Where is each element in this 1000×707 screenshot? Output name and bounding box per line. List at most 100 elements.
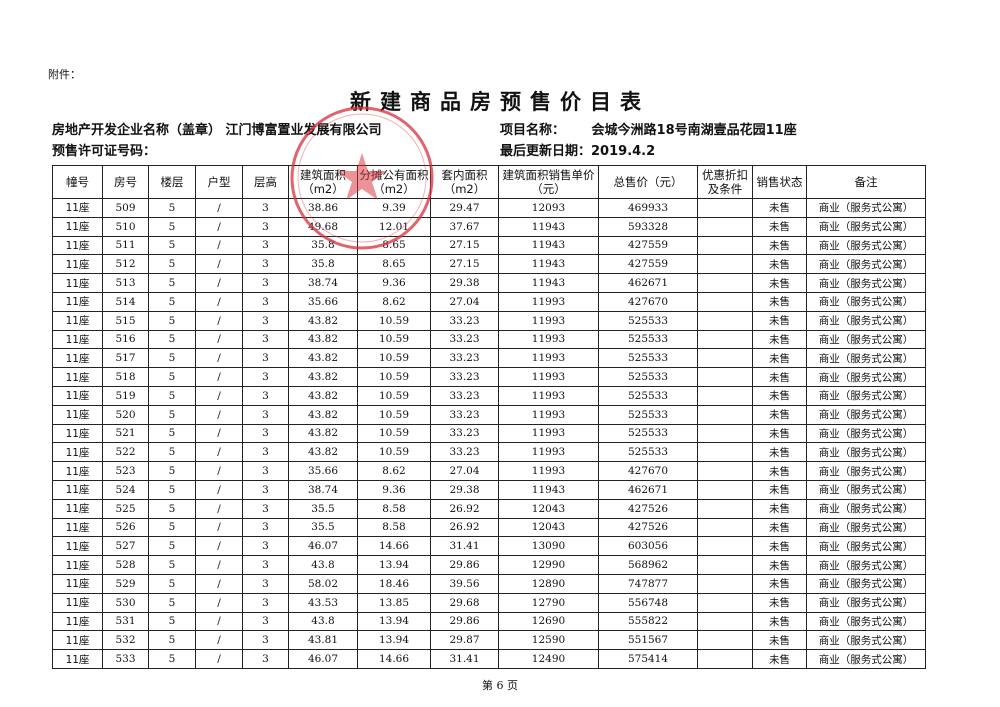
table-row: 11座 526 5/3 35.5 8.58 26.92 12043 427526 未售 商业（服务… (52, 517, 926, 538)
table-cell (697, 649, 753, 669)
table-cell (697, 461, 753, 481)
table-cell: / (195, 573, 243, 594)
developer-line: 房地产开发企业名称（盖章） 江门博富置业发展有限公司 (52, 119, 382, 138)
table-cell: 603056 (598, 536, 698, 557)
table-cell: 31.41 (430, 536, 499, 557)
table-cell: 未售 (752, 198, 807, 218)
table-cell: 747877 (598, 573, 698, 594)
table-cell: 525533 (598, 348, 698, 369)
table-cell: 未售 (752, 423, 807, 444)
table-cell: 43.82 (288, 310, 358, 331)
table-cell: 525 (102, 498, 149, 519)
table-cell: 3 (242, 329, 289, 350)
table-cell: 商业（服务式公寓） (806, 385, 926, 406)
table-cell: 未售 (752, 649, 807, 669)
table-body: 11座 509 5/3 38.86 9.39 29.47 12093 469933 未售 商业（服… (52, 198, 926, 669)
table-cell: / (195, 254, 243, 275)
column-header: 销售状态 (752, 165, 807, 199)
table-cell: 商业（服务式公寓） (806, 630, 926, 651)
table-cell: 523 (102, 461, 149, 481)
table-cell: 11座 (52, 442, 103, 463)
table-cell: 33.23 (430, 310, 499, 331)
table-row: 11座 517 5/3 43.82 10.59 33.23 11993 525533 未售 商业（… (52, 348, 926, 369)
column-header: 房号 (102, 165, 149, 199)
table-cell: 11993 (498, 367, 599, 387)
developer-name: 江门博富置业发展有限公司 (225, 123, 382, 138)
table-cell: 37.67 (430, 216, 499, 237)
table-cell (697, 367, 753, 387)
table-cell: 未售 (752, 592, 807, 613)
table-cell: 511 (102, 235, 149, 256)
table-cell: 10.59 (357, 442, 431, 463)
table-cell: / (195, 310, 243, 331)
table-cell: 未售 (752, 273, 807, 293)
table-cell: 33.23 (430, 329, 499, 350)
table-cell: 12990 (498, 555, 599, 575)
table-cell: 3 (242, 592, 289, 613)
table-cell: 525533 (598, 442, 698, 463)
table-cell (697, 310, 753, 331)
table-cell: 11座 (52, 461, 103, 481)
table-cell: 商业（服务式公寓） (806, 479, 926, 500)
table-cell: 11993 (498, 423, 599, 444)
table-cell: 11993 (498, 385, 599, 406)
table-cell: 11943 (498, 235, 599, 256)
table-cell: 未售 (752, 329, 807, 350)
table-cell: 3 (242, 198, 289, 218)
project-name: 会城今洲路18号南湖壹品花园11座 (591, 123, 797, 138)
table-cell: 3 (242, 385, 289, 406)
table-cell: 14.66 (357, 649, 431, 669)
table-cell: 29.38 (430, 479, 499, 500)
table-cell: 5 (148, 291, 196, 312)
table-cell: 43.82 (288, 367, 358, 387)
table-row: 11座 529 5/3 58.02 18.46 39.56 12890 747877 未售 商业（… (52, 573, 926, 594)
table-cell: 8.65 (357, 254, 431, 275)
table-row: 11座 524 5/3 38.74 9.36 29.38 11943 462671 未售 商业（服… (52, 479, 926, 500)
table-cell: 12043 (498, 517, 599, 538)
column-header: 套内面积（m2） (430, 165, 499, 199)
table-cell: 11993 (498, 348, 599, 369)
table-cell: 11943 (498, 273, 599, 293)
table-cell: 3 (242, 310, 289, 331)
table-cell (697, 348, 753, 369)
page-number: 第 6 页 (482, 679, 518, 692)
table-header-row: 幢号 房号 楼层 户型 层高 建筑面积（m2） 分摊公有面积（m2） 套内面积（m2） 建筑面积… (52, 165, 926, 199)
table-cell: 11座 (52, 367, 103, 387)
table-row: 11座 514 5/3 35.66 8.62 27.04 11993 427670 未售 商业（服… (52, 291, 926, 312)
table-cell: / (195, 385, 243, 406)
table-cell: 商业（服务式公寓） (806, 329, 926, 350)
table-cell: 商业（服务式公寓） (806, 649, 926, 669)
table-cell: 未售 (752, 461, 807, 481)
table-cell: 3 (242, 573, 289, 594)
table-cell: / (195, 649, 243, 669)
table-cell: / (195, 479, 243, 500)
table-cell: 513 (102, 273, 149, 293)
table-cell: 3 (242, 536, 289, 557)
project-label: 项目名称： (500, 123, 566, 138)
table-cell: 11座 (52, 254, 103, 275)
table-cell: 商业（服务式公寓） (806, 592, 926, 613)
table-cell: 3 (242, 367, 289, 387)
table-cell: 5 (148, 273, 196, 293)
table-cell: 525533 (598, 329, 698, 350)
table-cell: 商业（服务式公寓） (806, 498, 926, 519)
table-cell: 512 (102, 254, 149, 275)
table-cell: 商业（服务式公寓） (806, 536, 926, 557)
table-cell: 11座 (52, 555, 103, 575)
table-cell: 49.68 (288, 216, 358, 237)
table-cell: 11座 (52, 592, 103, 613)
table-cell: 未售 (752, 291, 807, 312)
table-cell: 18.46 (357, 573, 431, 594)
attachment-label: 附件： (48, 68, 81, 81)
table-cell: 8.58 (357, 517, 431, 538)
table-cell (697, 423, 753, 444)
table-cell: 29.87 (430, 630, 499, 651)
table-cell: 3 (242, 423, 289, 444)
table-row: 11座 527 5/3 46.07 14.66 31.41 13090 603056 未售 商业（… (52, 536, 926, 557)
table-cell: 525533 (598, 385, 698, 406)
table-cell: 515 (102, 310, 149, 331)
table-cell: / (195, 461, 243, 481)
table-cell (697, 555, 753, 575)
table-row: 11座 531 5/3 43.8 13.94 29.86 12690 555822 未售 商业（服… (52, 611, 926, 632)
table-cell: 商业（服务式公寓） (806, 216, 926, 237)
